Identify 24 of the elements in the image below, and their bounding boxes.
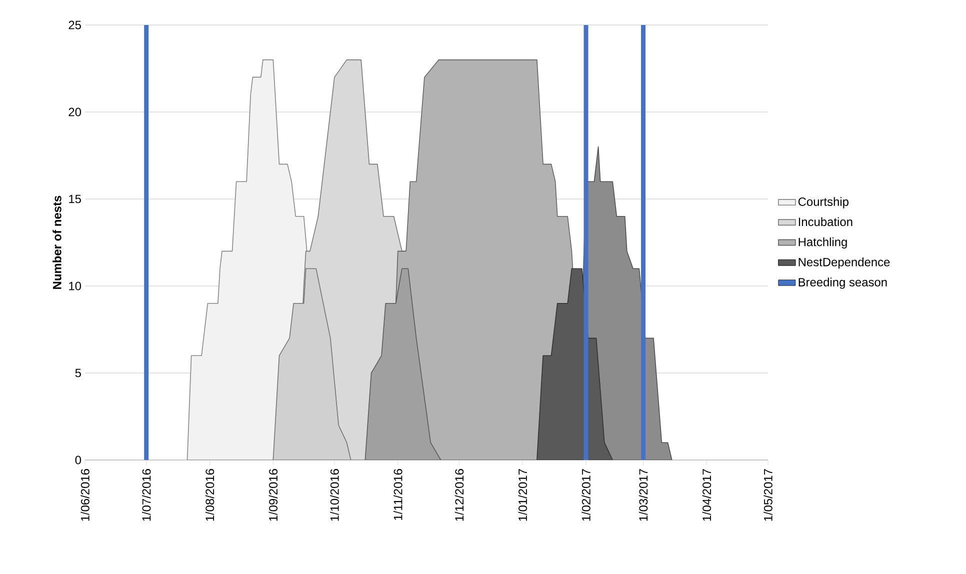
y-tick-label: 20 — [68, 108, 82, 116]
y-tick-label: 25 — [68, 20, 81, 30]
legend-label: NestDependence — [798, 258, 890, 269]
y-tick-label: 0 — [75, 456, 82, 464]
x-tick-label: 1/10/2016 — [330, 469, 339, 521]
legend-label: Courtship — [798, 197, 848, 208]
legend-label: Breeding season — [798, 278, 887, 289]
x-tick-label: 1/09/2016 — [268, 469, 278, 521]
x-tick-label: 1/03/2017 — [638, 469, 648, 521]
x-tick-label: 1/02/2017 — [582, 469, 590, 521]
legend-label: Incubation — [798, 217, 852, 226]
x-tick-label: 1/01/2017 — [518, 469, 527, 521]
x-tick-label: 1/11/2016 — [393, 469, 402, 520]
y-tick-label: 5 — [75, 368, 81, 378]
x-tick-label: 1/04/2017 — [702, 469, 712, 521]
y-axis-title: Number of nests — [52, 196, 62, 289]
legend-label: Hatchling — [798, 237, 847, 249]
x-tick-label: 1/06/2016 — [80, 469, 90, 521]
x-tick-label: 1/08/2016 — [205, 469, 214, 521]
y-tick-label: 10 — [69, 282, 82, 290]
x-tick-label: 1/05/2017 — [764, 469, 772, 521]
y-tick-label: 15 — [69, 194, 81, 204]
x-tick-label: 1/07/2016 — [142, 469, 151, 521]
x-tick-label: 1/12/2016 — [454, 469, 464, 521]
